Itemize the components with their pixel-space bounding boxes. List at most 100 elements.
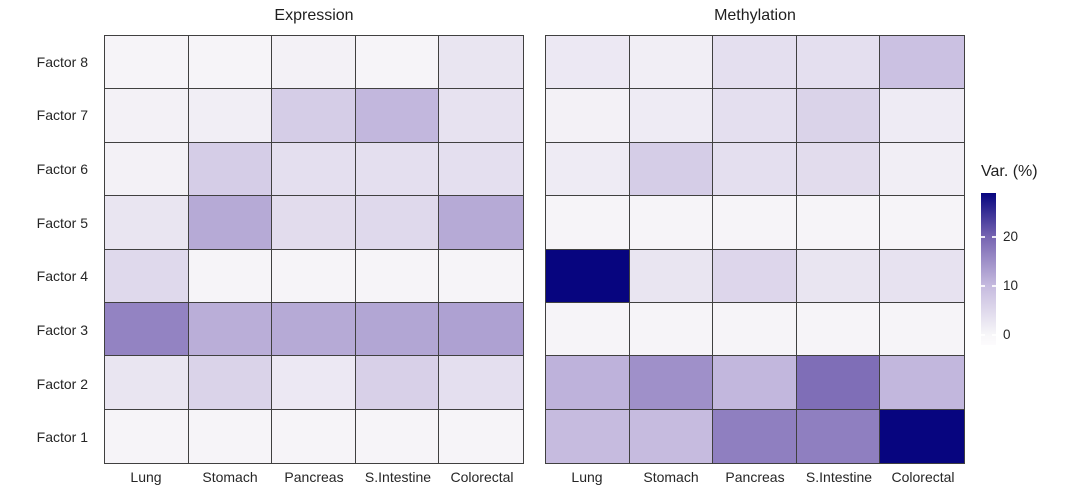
heatmap-cell <box>880 142 964 197</box>
heatmap-cell <box>105 409 189 463</box>
heatmap-cell <box>439 142 523 197</box>
heatmap-cell <box>439 302 523 357</box>
heatmap-grid-expression <box>104 35 524 464</box>
heatmap-cell <box>439 356 523 410</box>
col-label: Lung <box>130 469 162 485</box>
col-label: Stomach <box>202 469 258 485</box>
heatmap-cell <box>272 409 356 463</box>
colorbar-tick-mark <box>992 334 996 337</box>
heatmap-cell <box>272 196 356 250</box>
col-label: Colorectal <box>450 469 514 485</box>
heatmap-cell <box>546 302 630 357</box>
row-label: Factor 8 <box>36 53 88 70</box>
panel-title-expression: Expression <box>274 7 354 24</box>
heatmap-cell <box>713 36 797 90</box>
heatmap-cell <box>105 196 189 250</box>
heatmap-cell <box>355 36 440 90</box>
colorbar <box>981 193 996 345</box>
heatmap-cell <box>272 356 356 410</box>
heatmap-cell <box>105 302 189 357</box>
heatmap-cell <box>439 249 523 303</box>
heatmap-cell <box>796 356 881 410</box>
x-axis-labels-methylation: Lung Stomach Pancreas S.Intestine Colorectal <box>545 469 965 487</box>
heatmap-cell <box>355 89 440 143</box>
heatmap-cell <box>796 409 881 463</box>
col-label: Lung <box>571 469 603 485</box>
row-label: Factor 2 <box>36 375 88 392</box>
heatmap-cell <box>629 409 714 463</box>
heatmap-cell <box>272 249 356 303</box>
heatmap-cell <box>713 249 797 303</box>
heatmap-cell <box>188 89 273 143</box>
heatmap-cell <box>796 89 881 143</box>
heatmap-cell <box>546 89 630 143</box>
colorbar-tick-mark <box>981 285 985 288</box>
heatmap-cell <box>629 89 714 143</box>
heatmap-cell <box>629 302 714 357</box>
heatmap-cell <box>105 36 189 90</box>
heatmap-cell <box>272 89 356 143</box>
heatmap-cell <box>796 196 881 250</box>
row-label: Factor 1 <box>36 429 88 446</box>
heatmap-cell <box>272 302 356 357</box>
row-label: Factor 4 <box>36 268 88 285</box>
heatmap-cell <box>105 142 189 197</box>
heatmap-cell <box>439 196 523 250</box>
heatmap-cell <box>439 409 523 463</box>
heatmap-cell <box>880 302 964 357</box>
heatmap-cell <box>188 36 273 90</box>
heatmap-cell <box>439 36 523 90</box>
colorbar-tick-label: 20 <box>1003 229 1019 245</box>
heatmap-cell <box>713 356 797 410</box>
heatmap-cell <box>629 196 714 250</box>
heatmap-cell <box>546 142 630 197</box>
heatmap-cell <box>272 36 356 90</box>
heatmap-cell <box>188 196 273 250</box>
heatmap-cell <box>188 356 273 410</box>
colorbar-legend: Var. (%) 20 10 0 <box>978 0 1078 498</box>
colorbar-tick-label: 10 <box>1003 278 1019 294</box>
colorbar-tick-label: 0 <box>1003 327 1011 343</box>
colorbar-tick-mark <box>992 236 996 239</box>
heatmap-cell <box>105 356 189 410</box>
heatmap-cell <box>105 249 189 303</box>
row-label: Factor 5 <box>36 214 88 231</box>
heatmap-cell <box>713 142 797 197</box>
heatmap-cell <box>272 142 356 197</box>
heatmap-cell <box>105 89 189 143</box>
heatmap-cell <box>880 409 964 463</box>
row-label: Factor 7 <box>36 107 88 124</box>
panel-methylation: Methylation Lung Stomach Pancreas S.Intesti… <box>545 0 965 498</box>
heatmap-grid-methylation <box>545 35 965 464</box>
heatmap-cell <box>713 409 797 463</box>
heatmap-cell <box>880 36 964 90</box>
colorbar-tick-mark <box>992 285 996 288</box>
heatmap-cell <box>355 249 440 303</box>
legend-title: Var. (%) <box>981 163 1038 180</box>
col-label: S.Intestine <box>805 469 873 485</box>
heatmap-cell <box>796 142 881 197</box>
x-axis-labels-expression: Lung Stomach Pancreas S.Intestine Colorectal <box>104 469 524 487</box>
heatmap-cell <box>880 196 964 250</box>
col-label: S.Intestine <box>364 469 432 485</box>
heatmap-cell <box>355 356 440 410</box>
col-label: Pancreas <box>284 469 344 485</box>
y-axis-labels: Factor 8 Factor 7 Factor 6 Factor 5 Factor 4… <box>0 35 96 464</box>
col-label: Pancreas <box>725 469 785 485</box>
heatmap-cell <box>880 89 964 143</box>
heatmap-cell <box>546 356 630 410</box>
heatmap-cell <box>796 249 881 303</box>
row-label: Factor 6 <box>36 161 88 178</box>
heatmap-cell <box>546 249 630 303</box>
heatmap-cell <box>629 36 714 90</box>
heatmap-cell <box>713 196 797 250</box>
heatmap-cell <box>796 36 881 90</box>
heatmap-cell <box>355 196 440 250</box>
heatmap-cell <box>355 302 440 357</box>
heatmap-cell <box>546 36 630 90</box>
heatmap-cell <box>880 356 964 410</box>
heatmap-cell <box>629 356 714 410</box>
heatmap-cell <box>796 302 881 357</box>
heatmap-cell <box>546 196 630 250</box>
